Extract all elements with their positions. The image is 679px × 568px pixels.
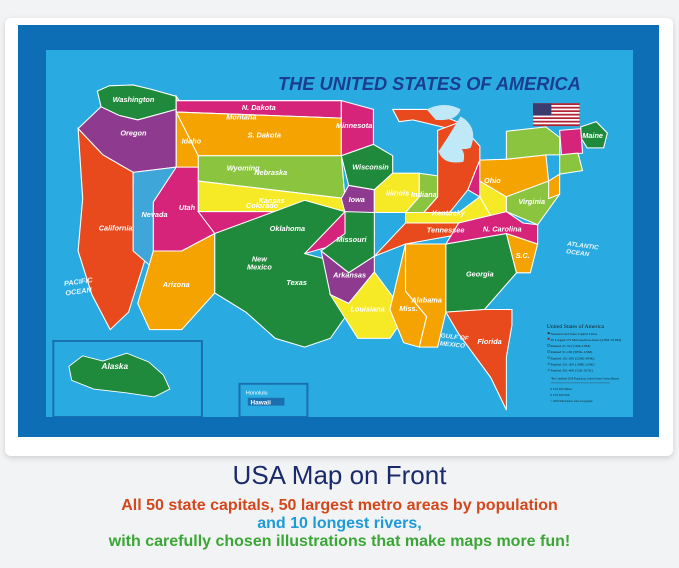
svg-text:Arkansas: Arkansas (332, 272, 366, 280)
svg-text:Miss.: Miss. (399, 305, 417, 313)
svg-text:Iowa: Iowa (349, 196, 365, 204)
svg-text:California: California (99, 224, 133, 232)
svg-text:Maine: Maine (582, 132, 603, 140)
svg-text:Hawaii: Hawaii (251, 399, 272, 406)
svg-text:*By Combined 2019 Population,: *By Combined 2019 Population, United Sta… (550, 377, 619, 380)
svg-text:0 150 300 Km: 0 150 300 Km (550, 393, 569, 397)
svg-text:Idaho: Idaho (182, 138, 202, 146)
svg-text:National and State Capital Cit: National and State Capital Cities (550, 332, 597, 336)
svg-text:United States of America: United States of America (547, 323, 605, 330)
svg-text:Nebraska: Nebraska (254, 169, 287, 177)
svg-text:Oklahoma: Oklahoma (270, 225, 305, 233)
svg-text:Ohio: Ohio (484, 177, 501, 185)
svg-text:S.C.: S.C. (516, 252, 530, 260)
svg-text:Arizona: Arizona (162, 281, 190, 289)
svg-text:Louisiana: Louisiana (350, 305, 384, 313)
svg-text:Nevada: Nevada (141, 211, 167, 219)
svg-text:Virginia: Virginia (518, 198, 545, 206)
svg-text:THE UNITED STATES OF AMERICA: THE UNITED STATES OF AMERICA (278, 74, 581, 94)
svg-text:Honolulu: Honolulu (246, 390, 268, 396)
svg-text:© 2020 NationAtlas/ Aura Geogr: © 2020 NationAtlas/ Aura Geographic (550, 400, 593, 403)
svg-text:0 150 300 Miles: 0 150 300 Miles (550, 387, 572, 391)
svg-text:Wisconsin: Wisconsin (352, 164, 389, 172)
svg-text:Ranked 101-200 (229K-584K): Ranked 101-200 (229K-584K) (550, 356, 594, 360)
svg-text:Montana: Montana (226, 114, 256, 122)
svg-text:Kentucky: Kentucky (432, 210, 466, 218)
svg-text:Ranked 301-400 (52K-107K): Ranked 301-400 (52K-107K) (550, 369, 592, 373)
svg-text:Indiana: Indiana (411, 191, 437, 199)
svg-text:N. Dakota: N. Dakota (242, 104, 276, 112)
svg-text:Georgia: Georgia (466, 271, 494, 279)
svg-text:Florida: Florida (477, 338, 501, 346)
svg-text:S. Dakota: S. Dakota (248, 132, 281, 140)
svg-text:Kansas: Kansas (259, 197, 285, 205)
svg-text:N. Carolina: N. Carolina (483, 226, 522, 234)
svg-text:20 Largest US Metropolitan Are: 20 Largest US Metropolitan Areas (2.8M-1… (550, 338, 621, 342)
svg-text:Alabama: Alabama (410, 297, 442, 305)
svg-text:Ranked 51-100 (585K-1.9M): Ranked 51-100 (585K-1.9M) (550, 350, 592, 354)
svg-text:Illinois: Illinois (386, 189, 409, 197)
svg-text:Texas: Texas (286, 279, 307, 287)
svg-text:Minnesota: Minnesota (336, 122, 372, 130)
svg-text:Washington: Washington (113, 96, 155, 104)
svg-text:Oregon: Oregon (120, 130, 147, 138)
svg-text:New: New (252, 256, 268, 264)
svg-text:Mexico: Mexico (247, 264, 272, 272)
svg-text:Ranked 21-50 (1.9M-2.8M): Ranked 21-50 (1.9M-2.8M) (550, 344, 590, 348)
svg-text:Missouri: Missouri (336, 236, 367, 244)
svg-text:Tennessee: Tennessee (427, 227, 465, 235)
svg-text:Ranked 201-300 (108K-229K): Ranked 201-300 (108K-229K) (550, 363, 594, 367)
svg-text:Alaska: Alaska (100, 362, 128, 371)
svg-text:Utah: Utah (179, 204, 196, 212)
